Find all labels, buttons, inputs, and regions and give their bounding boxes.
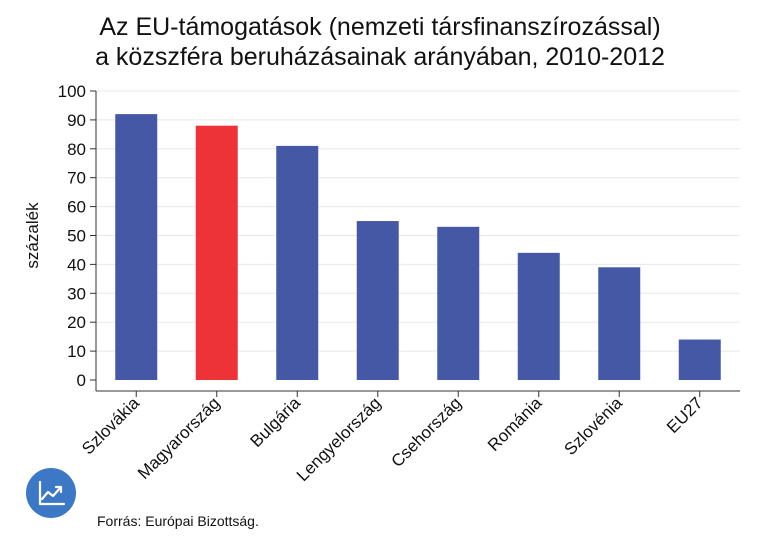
y-tick-label: 50 [67,227,86,246]
y-tick-label: 0 [77,371,86,390]
bar [276,145,319,380]
x-tick-label: Magyarország [134,393,224,483]
y-tick-label: 100 [58,82,86,101]
x-tick-label: Szlovákia [78,393,143,458]
y-tick-label: 60 [67,198,86,217]
bar [598,267,641,380]
bar [356,221,399,380]
bar [678,339,721,380]
x-tick-label: Csehország [387,393,465,471]
source-note: Forrás: Európai Bizottság. [97,513,259,529]
x-tick-label: Lengyelország [293,393,385,485]
bar [195,125,238,381]
title-line-2: a közszféra beruházásainak arányában, 20… [95,43,665,71]
y-tick-label: 20 [67,313,86,332]
y-tick-label: 90 [67,111,86,130]
y-axis-label: százalék [23,202,42,269]
chart-title: Az EU-támogatások (nemzeti társfinanszír… [0,12,760,72]
x-tick-label: EU27 [663,393,707,437]
title-line-1: Az EU-támogatások (nemzeti társfinanszír… [99,13,661,41]
bar [115,114,158,381]
y-tick-label: 40 [67,255,86,274]
x-tick-label: Bulgária [247,393,305,451]
x-tick-label: Románia [484,393,546,455]
y-tick-label: 30 [67,284,86,303]
bar [517,252,560,380]
bar [437,226,480,380]
x-tick-label: Szlovénia [561,393,627,459]
y-tick-label: 70 [67,169,86,188]
y-tick-label: 10 [67,342,86,361]
chart-trend-icon [26,468,76,518]
y-tick-label: 80 [67,140,86,159]
